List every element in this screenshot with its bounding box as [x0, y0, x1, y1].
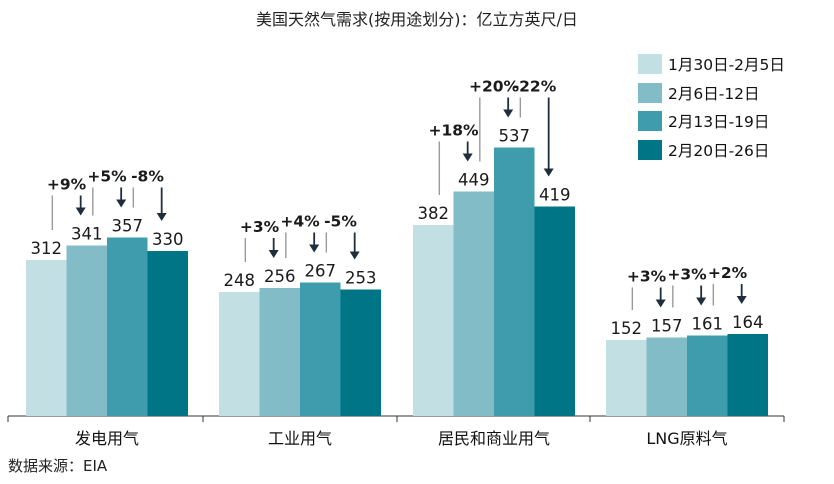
legend-item: 2月13日-19日	[638, 107, 785, 136]
bar	[219, 292, 260, 416]
change-label: -8%	[131, 168, 164, 186]
data-label: 157	[651, 317, 683, 336]
change-label: +18%	[428, 122, 479, 140]
change-arrowhead	[309, 244, 320, 253]
data-label: 537	[499, 127, 531, 146]
legend-item: 2月20日-26日	[638, 136, 785, 165]
change-label: +5%	[87, 168, 127, 186]
change-arrowhead	[75, 207, 86, 216]
legend-label: 1月30日-2月5日	[668, 56, 785, 75]
data-label: 164	[732, 313, 764, 332]
bar	[606, 340, 647, 416]
bar	[66, 245, 107, 416]
change-arrowhead	[503, 109, 514, 118]
data-label: 449	[458, 171, 490, 190]
bar	[687, 335, 728, 416]
data-label: 161	[692, 315, 724, 334]
data-label: 152	[611, 319, 643, 338]
bar	[26, 260, 67, 416]
legend: 1月30日-2月5日 2月6日-12日 2月13日-19日 2月20日-26日	[638, 50, 785, 164]
legend-label: 2月6日-12日	[668, 84, 760, 103]
data-label: 267	[305, 262, 337, 281]
change-arrowhead	[696, 297, 707, 306]
bar	[727, 334, 768, 416]
data-label: 341	[71, 225, 103, 244]
bar	[494, 147, 535, 416]
bar	[340, 289, 381, 416]
legend-swatch	[638, 82, 662, 103]
change-label: -5%	[324, 213, 357, 231]
category-label: LNG原料气	[646, 429, 727, 448]
change-label: +20%	[469, 78, 520, 96]
change-label: +3%	[627, 268, 667, 286]
change-label: +2%	[708, 264, 748, 282]
legend-label: 2月13日-19日	[668, 113, 770, 132]
bar	[300, 282, 341, 416]
legend-swatch	[638, 139, 662, 160]
data-label: 330	[152, 230, 184, 249]
data-label: 312	[31, 239, 63, 258]
data-label: 256	[264, 267, 296, 286]
data-label: 248	[224, 271, 256, 290]
legend-label: 2月20日-26日	[668, 141, 770, 160]
data-label: 419	[539, 186, 571, 205]
bar	[107, 237, 148, 416]
data-label: 253	[345, 269, 377, 288]
change-label: +3%	[240, 218, 280, 236]
change-arrowhead	[655, 299, 666, 308]
legend-swatch	[638, 111, 662, 132]
bar	[413, 225, 454, 416]
change-arrowhead	[736, 296, 747, 304]
bar	[147, 251, 188, 416]
legend-item: 2月6日-12日	[638, 79, 785, 108]
change-arrowhead	[462, 153, 473, 162]
category-label: 发电用气	[75, 429, 139, 448]
bar	[646, 337, 687, 416]
data-label: 382	[418, 204, 450, 223]
bar	[453, 191, 494, 416]
change-label: +4%	[280, 213, 320, 231]
change-label: +9%	[47, 176, 87, 194]
category-label: 居民和商业用气	[438, 429, 550, 448]
data-label: 357	[112, 217, 144, 236]
legend-swatch	[638, 54, 662, 75]
change-arrowhead	[156, 213, 167, 221]
change-arrowhead	[543, 168, 554, 177]
change-label: -22%	[513, 78, 557, 96]
change-label: +3%	[667, 266, 707, 284]
bar	[534, 206, 575, 416]
category-label: 工业用气	[268, 429, 332, 448]
bar	[259, 288, 300, 416]
chart-title: 美国天然气需求(按用途划分)：亿立方英尺/日	[256, 10, 578, 29]
change-arrowhead	[349, 251, 360, 260]
source-note: 数据来源：EIA	[8, 457, 108, 475]
change-arrowhead	[268, 250, 279, 258]
change-arrowhead	[116, 199, 127, 208]
legend-item: 1月30日-2月5日	[638, 50, 785, 79]
